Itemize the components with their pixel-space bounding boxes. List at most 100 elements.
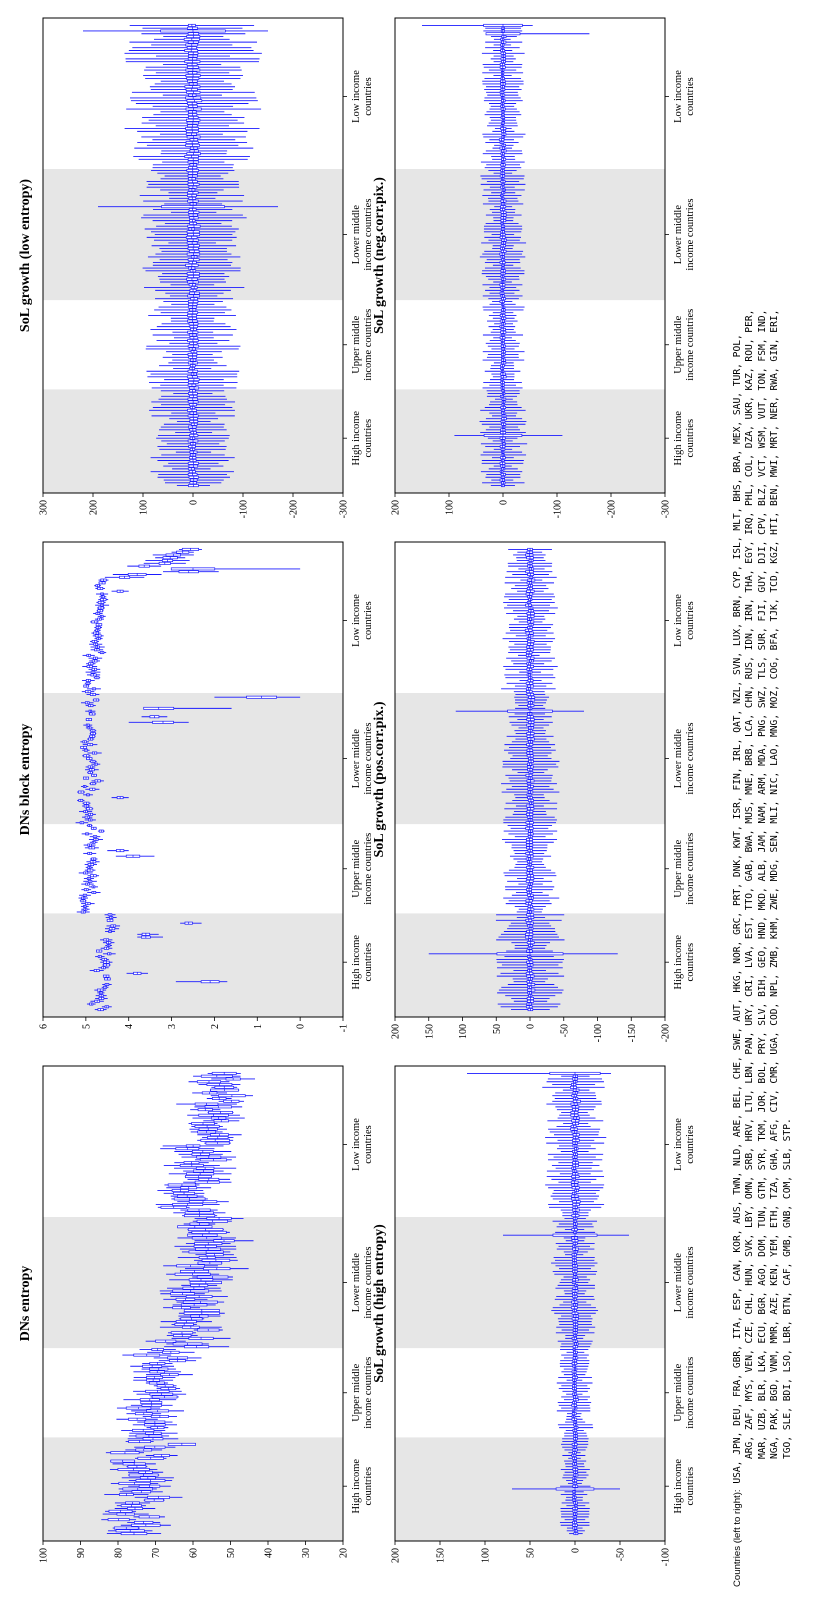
y-tick-label: 4 [124, 1024, 135, 1029]
x-tick-label: Low income [351, 1118, 362, 1171]
x-tick-label: Upper middle [351, 1363, 362, 1421]
chart-title: SoL growth (high entropy) [372, 1224, 387, 1383]
y-tick-label: -200 [661, 1024, 672, 1042]
y-tick-label: 5 [81, 1024, 92, 1029]
caption-line-0: Countries (left to right): USA, JPN, DEU… [732, 27, 744, 1587]
chart-title: DNs entropy [18, 1266, 33, 1342]
y-tick-label: 100 [481, 1548, 492, 1563]
x-tick-label: countries [685, 943, 696, 982]
x-tick-label: Low income [351, 594, 362, 647]
y-tick-label: 0 [499, 500, 510, 505]
x-tick-label: High income [351, 411, 362, 466]
x-tick-label: income countries [685, 723, 696, 795]
x-tick-label: countries [685, 1467, 696, 1506]
x-tick-label: High income [351, 935, 362, 990]
x-tick-label: countries [363, 77, 374, 116]
x-tick-label: Upper middle [673, 315, 684, 373]
y-tick-label: -50 [616, 1548, 627, 1561]
x-tick-label: Upper middle [673, 1363, 684, 1421]
y-tick-label: 20 [339, 1548, 350, 1558]
y-tick-label: -100 [661, 1548, 672, 1566]
x-tick-label: income countries [363, 309, 374, 381]
caption-line-2: MAR, UZB, BLR, LKA, ECU, BGR, AGO, DOM, … [756, 309, 768, 1459]
x-tick-label: Upper middle [673, 839, 684, 897]
y-tick-label: 0 [571, 1548, 582, 1553]
chart-title: SoL growth (pos.corr.pix.) [372, 701, 387, 857]
income-band-shade [43, 1437, 343, 1541]
x-tick-label: countries [363, 1467, 374, 1506]
caption-lead: Countries (left to right): [732, 1489, 743, 1587]
x-tick-label: countries [363, 1125, 374, 1164]
x-tick-label: Low income [673, 70, 684, 123]
x-tick-label: income countries [685, 199, 696, 271]
chart-title: SoL growth (low entropy) [18, 179, 33, 332]
y-tick-label: 6 [39, 1024, 50, 1029]
x-tick-label: countries [685, 77, 696, 116]
income-band-shade [395, 389, 665, 493]
x-tick-label: countries [685, 1125, 696, 1164]
y-tick-label: 90 [76, 1548, 87, 1558]
y-tick-label: 100 [139, 500, 150, 515]
x-tick-label: income countries [363, 1247, 374, 1319]
y-tick-label: 50 [492, 1024, 503, 1034]
x-tick-label: income countries [685, 1357, 696, 1429]
x-tick-label: High income [673, 935, 684, 990]
y-tick-label: 200 [391, 1024, 402, 1039]
caption-line-1: ARG, ZAF, MYS, VEN, CZE, CHL, HUN, SVK, … [744, 309, 756, 1459]
y-tick-label: -200 [607, 500, 618, 518]
y-tick-label: 300 [39, 500, 50, 515]
y-tick-label: 200 [391, 500, 402, 515]
x-tick-label: Lower middle [673, 205, 684, 265]
y-tick-label: 0 [526, 1024, 537, 1029]
y-tick-label: 0 [189, 500, 200, 505]
x-tick-label: Low income [673, 1118, 684, 1171]
caption-line-4: TGO, SLE, BDI, LSO, LBR, BTN, CAF, GMB, … [781, 1118, 793, 1459]
x-tick-label: Upper middle [351, 839, 362, 897]
x-tick-label: income countries [363, 199, 374, 271]
income-band-shade [395, 169, 665, 301]
x-tick-label: Lower middle [673, 1253, 684, 1313]
y-tick-label: 1 [253, 1024, 264, 1029]
plot-frame [394, 17, 666, 494]
y-tick-label: 70 [151, 1548, 162, 1558]
income-band-shade [43, 693, 343, 825]
chart-title: DNs block entropy [18, 724, 33, 836]
y-tick-label: 80 [114, 1548, 125, 1558]
y-tick-label: 200 [89, 500, 100, 515]
income-band-shade [395, 1217, 665, 1349]
caption-line-3: NGA, PAK, BGD, VNM, MMR, AZE, KEN, YEM, … [769, 309, 781, 1459]
y-tick-label: 50 [526, 1548, 537, 1558]
x-tick-label: countries [685, 419, 696, 458]
x-tick-label: countries [685, 601, 696, 640]
x-tick-label: Low income [351, 70, 362, 123]
x-tick-label: Lower middle [673, 729, 684, 789]
y-tick-label: 3 [167, 1024, 178, 1029]
y-tick-label: 0 [296, 1024, 307, 1029]
x-tick-label: income countries [685, 1247, 696, 1319]
x-tick-label: income countries [363, 723, 374, 795]
chart-title: SoL growth (neg.corr.pix.) [372, 177, 387, 334]
y-tick-label: -1 [339, 1024, 350, 1032]
y-tick-label: 150 [436, 1548, 447, 1563]
x-tick-label: Upper middle [351, 315, 362, 373]
x-tick-label: income countries [363, 833, 374, 905]
y-tick-label: -300 [339, 500, 350, 518]
y-tick-label: 100 [39, 1548, 50, 1563]
y-tick-label: 200 [391, 1548, 402, 1563]
x-tick-label: Lower middle [351, 1253, 362, 1313]
y-tick-label: 60 [189, 1548, 200, 1558]
x-tick-label: countries [363, 943, 374, 982]
y-tick-label: -100 [553, 500, 564, 518]
chart-panel-1: -1 0 1 2 3 4 5 6 High income countries Upper middl… [18, 541, 374, 1032]
y-tick-label: 2 [210, 1024, 221, 1029]
x-tick-label: Low income [673, 594, 684, 647]
y-tick-label: 50 [226, 1548, 237, 1558]
country-order-caption: Countries (left to right): USA, JPN, DEU… [732, 27, 794, 1587]
y-tick-label: -50 [559, 1024, 570, 1037]
